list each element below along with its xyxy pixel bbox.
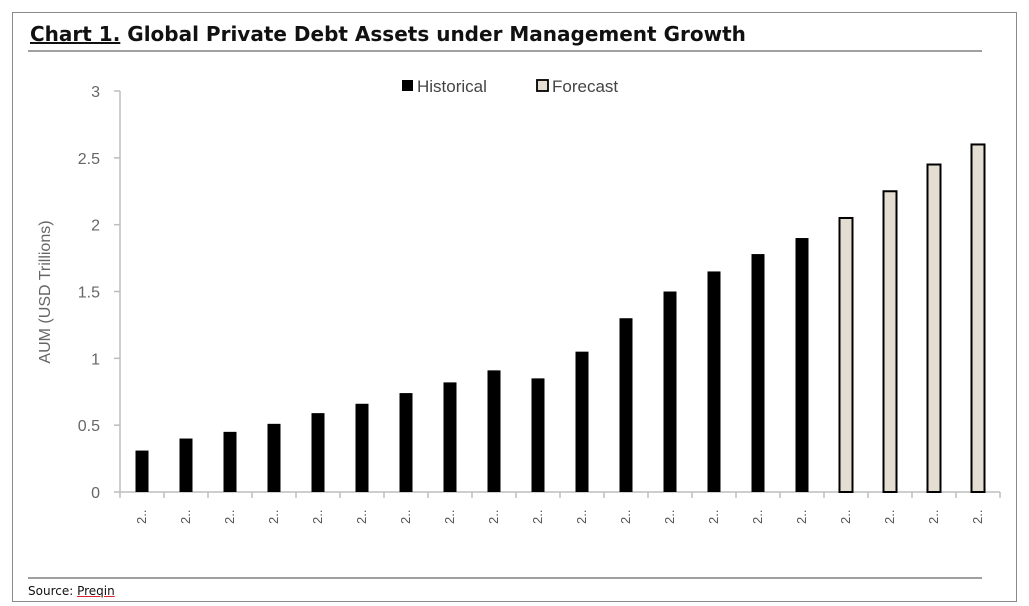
chart-title: Chart 1. Global Private Debt Assets unde…: [30, 22, 746, 46]
historical-bar: [355, 403, 369, 492]
x-tick-label: 2..: [486, 510, 501, 524]
x-tick-label: 2..: [750, 510, 765, 524]
x-tick-label: 2..: [618, 510, 633, 524]
x-tick-label: 2..: [662, 510, 677, 524]
historical-legend-label: Historical: [417, 77, 487, 96]
historical-bar: [399, 393, 413, 492]
y-tick-label: 3: [91, 84, 100, 101]
y-tick-label: 0: [91, 485, 100, 502]
forecast-bar: [926, 163, 942, 493]
x-tick-label: 2..: [178, 510, 193, 524]
y-tick-label: 1.5: [78, 285, 100, 302]
y-axis-label: AUM (USD Trillions): [37, 220, 54, 363]
legend: Historical Forecast: [402, 77, 618, 96]
x-tick-label: 2..: [134, 510, 149, 524]
x-tick-label: 2..: [926, 510, 941, 524]
historical-bar: [619, 318, 633, 492]
historical-bar: [179, 438, 193, 492]
x-tick-label: 2..: [706, 510, 721, 524]
x-tick-label: 2..: [882, 510, 897, 524]
y-tick-label: 1: [91, 351, 100, 368]
y-axis: 0 0.5 1 1.5 2 2.5 3: [78, 84, 121, 502]
historical-legend-swatch: [402, 80, 413, 91]
chart-number: Chart 1.: [30, 22, 121, 46]
x-tick-label: 2..: [442, 510, 457, 524]
x-axis: 2.. 2.. 2.. 2.. 2.. 2.. 2.. 2.. 2.. 2.. 2.. 2.. 2.. 2…: [119, 491, 1001, 524]
source-link[interactable]: Preqin: [77, 584, 115, 598]
forecast-legend-swatch: [536, 79, 549, 92]
y-tick-label: 2.5: [78, 151, 100, 168]
x-tick-label: 2..: [530, 510, 545, 524]
forecast-legend-label: Forecast: [552, 77, 618, 96]
historical-bar: [267, 423, 281, 492]
historical-bar: [707, 271, 721, 492]
title-divider: [28, 50, 982, 52]
x-tick-label: 2..: [838, 510, 853, 524]
historical-bar: [795, 238, 809, 492]
historical-bar: [663, 291, 677, 492]
historical-bar: [751, 254, 765, 492]
forecast-bar: [970, 143, 986, 493]
x-tick-label: 2..: [266, 510, 281, 524]
y-tick-label: 2: [91, 218, 100, 235]
historical-bar: [531, 378, 545, 492]
x-tick-label: 2..: [354, 510, 369, 524]
forecast-bar: [838, 216, 854, 493]
source-label: Source:: [28, 584, 74, 598]
forecast-bar: [882, 190, 898, 493]
y-tick-label: 0.5: [78, 418, 100, 435]
x-tick-label: 2..: [574, 510, 589, 524]
historical-bar: [487, 370, 501, 492]
x-tick-label: 2..: [222, 510, 237, 524]
x-tick-label: 2..: [398, 510, 413, 524]
chart-title-text: Global Private Debt Assets under Managem…: [127, 22, 746, 46]
historical-bar: [575, 351, 589, 492]
x-tick-label: 2..: [310, 510, 325, 524]
x-tick-label: 2..: [970, 510, 985, 524]
historical-bar: [311, 413, 325, 492]
source-note: Source: Preqin: [28, 584, 115, 598]
historical-bar: [135, 450, 149, 492]
x-tick-label: 2..: [794, 510, 809, 524]
bars: [135, 143, 986, 493]
source-divider: [28, 577, 982, 579]
historical-bar: [443, 382, 457, 492]
historical-bar: [223, 431, 237, 492]
